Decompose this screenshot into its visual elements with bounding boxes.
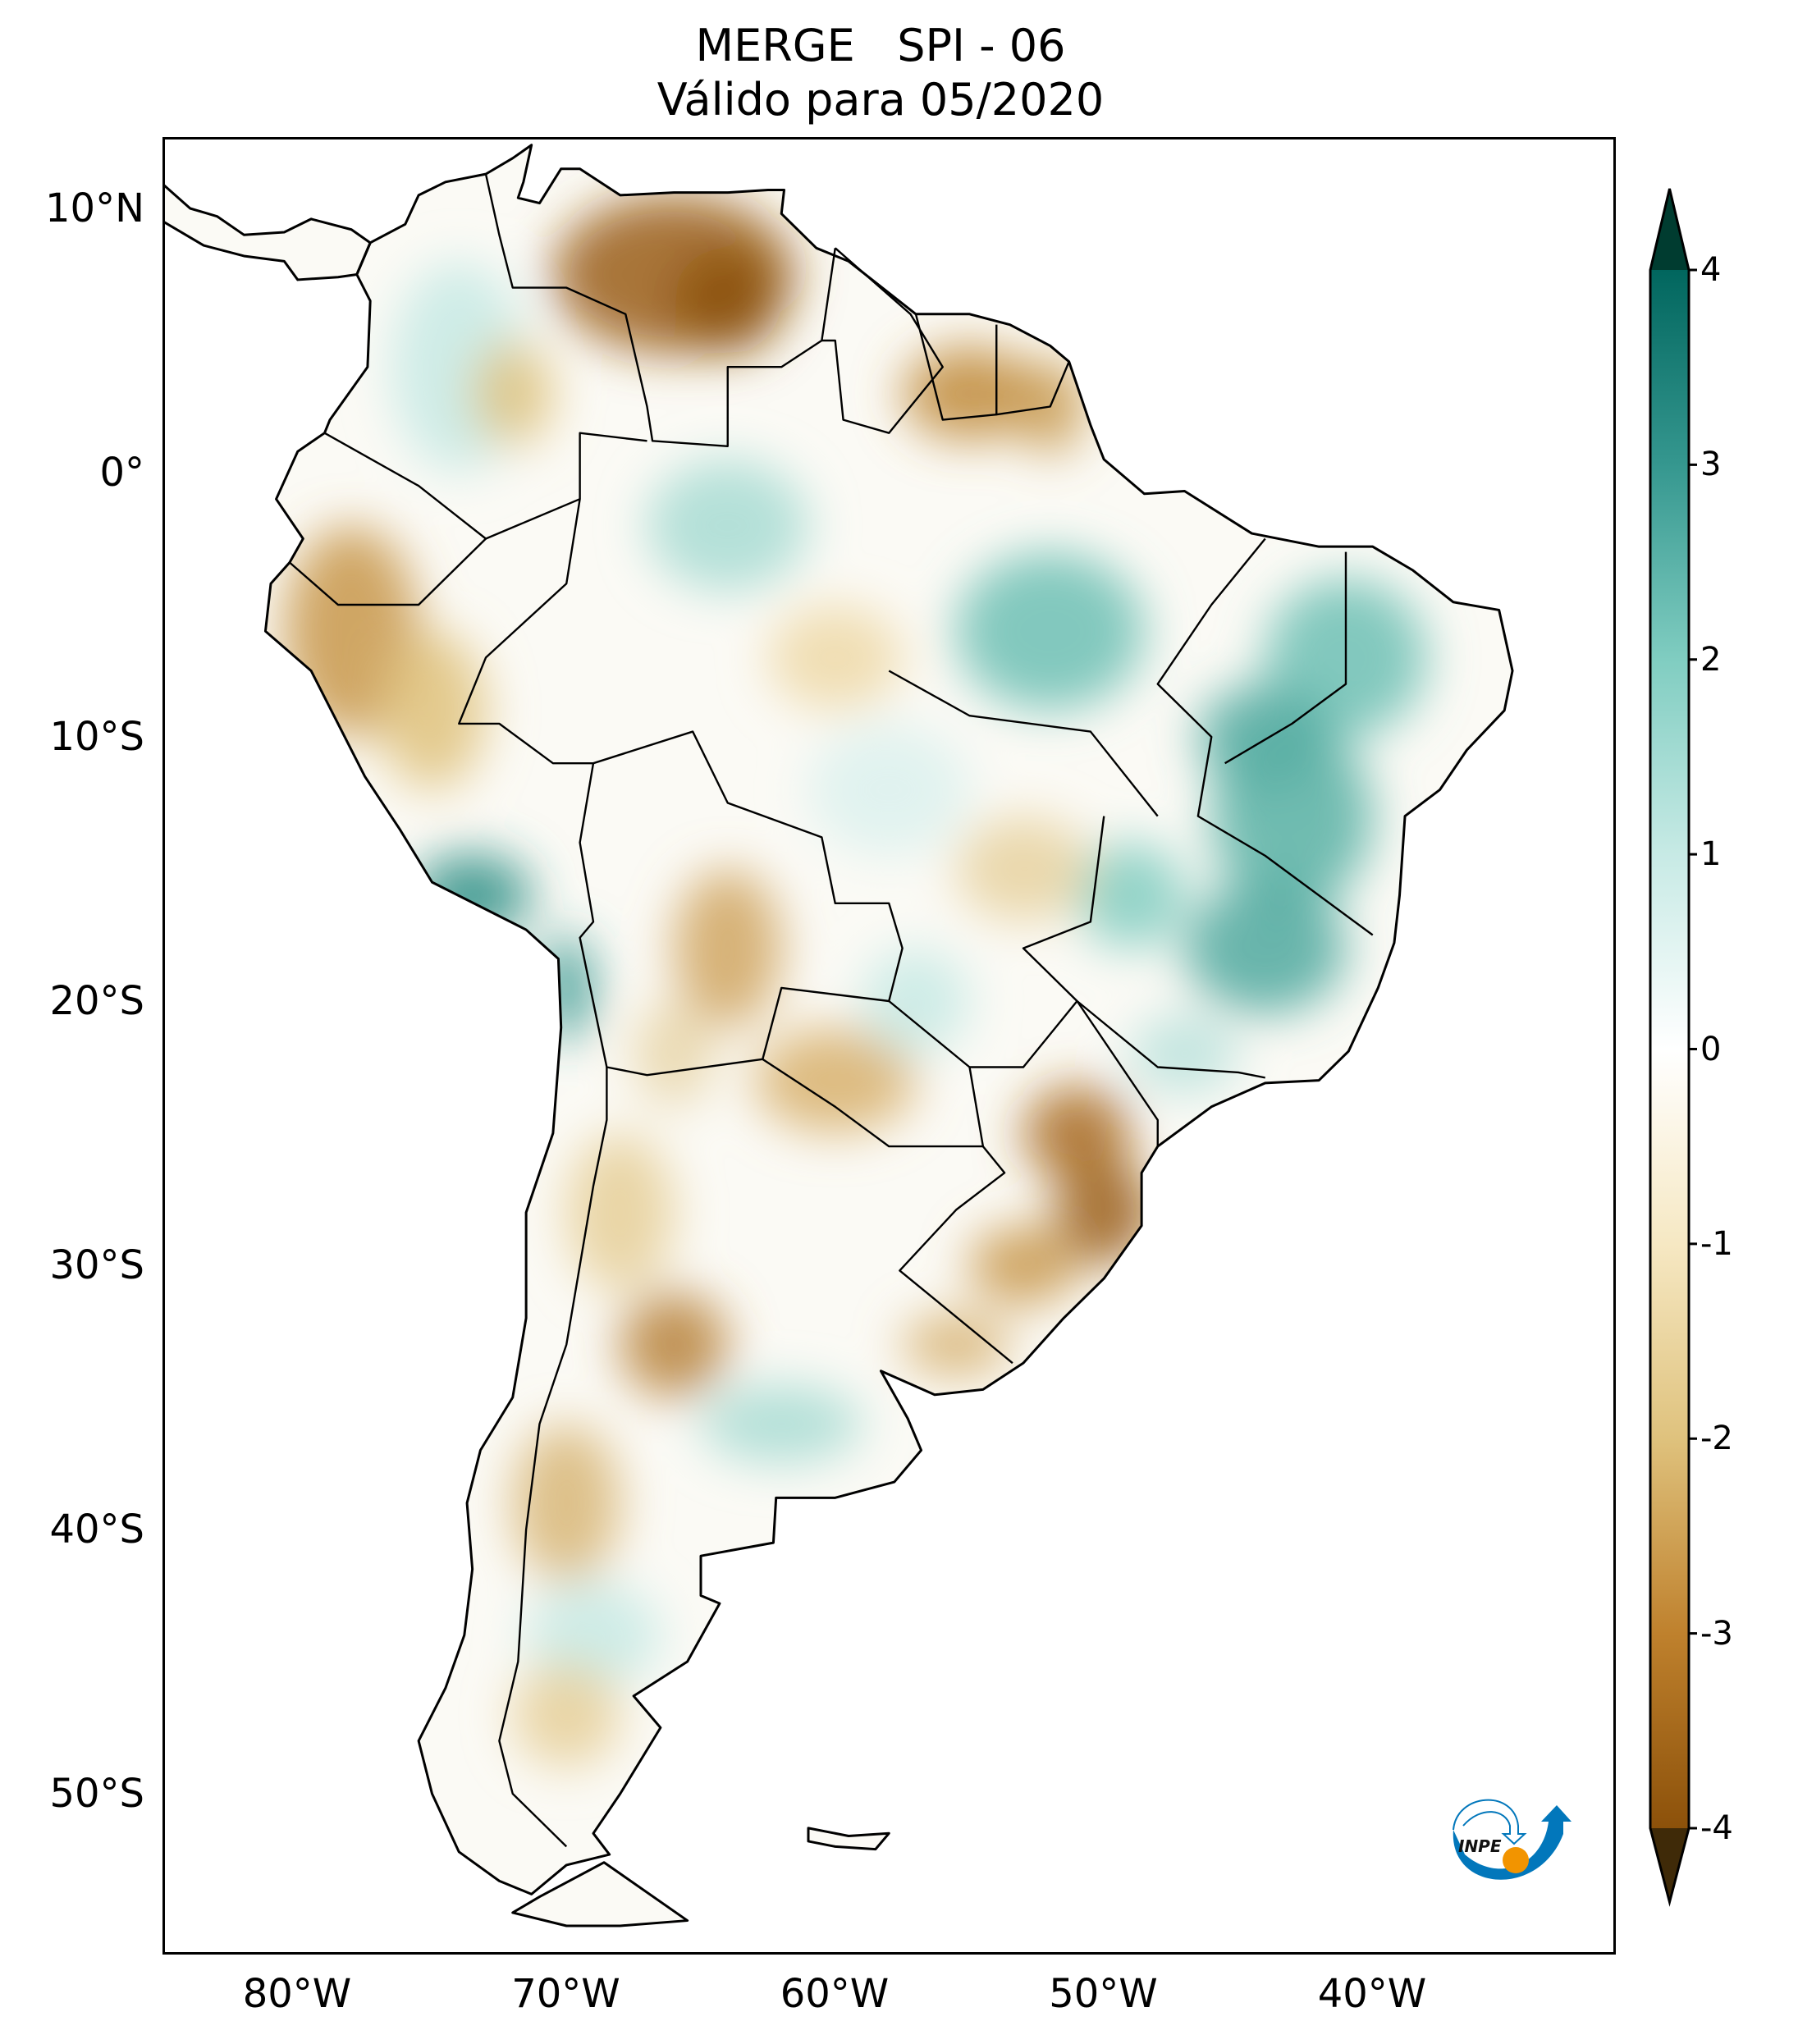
colorbar-tick-label: -3 [1700, 1614, 1733, 1653]
country-border [821, 248, 942, 432]
colorbar-tick-label: 2 [1700, 640, 1722, 679]
spi-anomaly-patch [512, 1424, 620, 1583]
spi-anomaly-patch [902, 1312, 1010, 1377]
lat-tick-label: 10°S [49, 714, 144, 760]
lat-tick-label: 30°S [49, 1242, 144, 1288]
spi-anomaly-patch [1077, 842, 1185, 949]
lon-tick-label: 50°W [1049, 1971, 1158, 2017]
spi-anomaly-patch [767, 605, 903, 711]
spi-anomaly-patch [808, 723, 970, 856]
lat-tick-label: 50°S [49, 1771, 144, 1817]
colorbar-extend-max [1650, 189, 1689, 270]
map-frame [162, 137, 1616, 1955]
spi-anomaly-patch [674, 248, 782, 354]
spi-anomaly-patch [674, 869, 782, 1028]
country-border [486, 174, 835, 446]
spi-anomaly-patch [526, 1582, 661, 1689]
spi-anomaly-patch [1131, 1014, 1238, 1094]
country-border [916, 314, 996, 420]
spi-anomaly-patch [378, 631, 486, 790]
country-border [889, 671, 1158, 816]
spi-anomaly-patch [969, 1225, 1077, 1306]
spi-anomaly-patch [862, 948, 970, 1054]
spi-anomaly-patch [634, 1001, 715, 1107]
spi-anomaly-patch [1184, 882, 1346, 1015]
spi-anomaly-patch [956, 551, 1145, 711]
colorbar-tick-label: 3 [1700, 446, 1722, 484]
spi-anomaly-patch [566, 1133, 675, 1292]
spi-anomaly-patch [647, 459, 808, 592]
spi-anomaly-patch [1055, 1159, 1153, 1265]
spi-anomaly-patch [754, 1027, 916, 1133]
colorbar-tick-label: -4 [1700, 1809, 1733, 1847]
lat-tick-label: 10°N [45, 185, 144, 231]
country-border [762, 1059, 983, 1146]
coastline [808, 1828, 889, 1850]
lat-tick-label: 20°S [49, 978, 144, 1024]
colorbar-gradient [1650, 270, 1689, 1828]
colorbar-tick-label: 0 [1700, 1030, 1722, 1068]
country-border [1225, 552, 1346, 764]
coastline [265, 145, 1512, 1895]
spi-anomaly-patch [956, 816, 1091, 922]
spi-anomaly-patch [512, 1662, 620, 1767]
lat-tick-label: 0° [99, 450, 144, 496]
country-border [970, 1001, 1158, 1146]
colorbar-tick-label: -1 [1700, 1224, 1733, 1263]
country-border [1158, 539, 1373, 935]
logo-text: INPE [1458, 1836, 1502, 1856]
coastline [165, 185, 370, 280]
lon-tick-label: 80°W [242, 1971, 352, 2017]
spi-anomaly-patch [902, 345, 1037, 441]
coastline [513, 1863, 688, 1926]
coastlines-borders [165, 145, 1512, 1926]
spi-anomaly-patch [1023, 1086, 1131, 1181]
lat-tick-label: 40°S [49, 1507, 144, 1552]
spi-anomaly-patch [620, 1292, 728, 1397]
colorbar-extend-min [1650, 1828, 1689, 1902]
inpe-logo: INPE [1453, 1799, 1572, 1880]
lon-tick-label: 40°W [1317, 1971, 1427, 2017]
spi-anomaly-patch [472, 341, 553, 446]
lon-tick-label: 60°W [780, 1971, 890, 2017]
spi-anomaly-patch [701, 1383, 862, 1464]
country-border [325, 433, 580, 539]
country-border [996, 362, 1068, 414]
chart-title: MERGE SPI - 06 [695, 20, 1066, 71]
colorbar-tick-label: 4 [1700, 251, 1722, 289]
colorbar-tick-label: 1 [1700, 835, 1722, 874]
country-border [459, 433, 1013, 1363]
lon-tick-label: 70°W [511, 1971, 620, 2017]
country-border [499, 1068, 606, 1847]
map-canvas [165, 139, 1613, 1952]
spi-anomaly-patch [1211, 723, 1373, 909]
country-border [290, 539, 486, 606]
chart-subtitle: Válido para 05/2020 [657, 74, 1105, 126]
colorbar-tick-label: -2 [1700, 1420, 1733, 1458]
